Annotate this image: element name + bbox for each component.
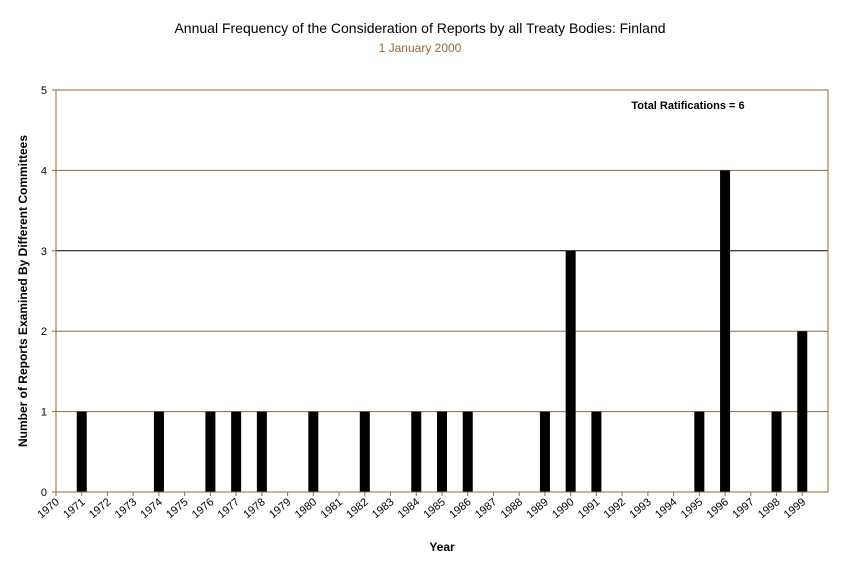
x-tick-label: 1994 [653, 496, 679, 521]
bar-1994 [694, 411, 705, 492]
x-tick-label: 1996 [705, 496, 731, 521]
y-tick-label: 2 [41, 326, 47, 338]
x-tick-label: 1995 [679, 496, 705, 521]
x-tick-label: 1993 [627, 496, 653, 521]
x-tick-label: 1982 [344, 496, 370, 521]
bar-1976 [231, 411, 242, 492]
bar-1983 [411, 411, 422, 492]
x-tick-label: 1973 [113, 496, 139, 521]
x-tick-label: 1984 [396, 496, 422, 521]
bar-1988 [539, 411, 550, 492]
x-tick-label: 1976 [190, 496, 216, 521]
x-tick-label: 1979 [267, 496, 293, 521]
x-tick-label: 1981 [319, 496, 345, 521]
x-tick-label: 1986 [447, 496, 473, 521]
y-axis-title: Number of Reports Examined By Different … [16, 135, 30, 447]
bars [76, 170, 808, 492]
x-tick-label: 1971 [61, 496, 87, 521]
x-tick-label: 1978 [241, 496, 267, 521]
bar-1977 [256, 411, 267, 492]
x-tick-label: 1989 [524, 496, 550, 521]
y-tick-label: 3 [41, 246, 47, 258]
gridlines [56, 169, 828, 413]
x-tick-label: 1972 [87, 496, 113, 521]
bar-1985 [462, 411, 473, 492]
total-ratifications-annotation: Total Ratifications = 6 [631, 100, 744, 112]
x-tick-label: 1977 [216, 496, 242, 521]
y-tick-label: 1 [41, 407, 47, 419]
bar-1998 [797, 331, 808, 492]
y-tick-labels: 0 1 2 3 4 5 [41, 85, 56, 499]
bar-1995 [720, 170, 731, 492]
y-tick-label: 4 [41, 165, 47, 177]
x-tick-label: 1988 [499, 496, 525, 521]
chart-title: Annual Frequency of the Consideration of… [174, 20, 665, 36]
bar-1984 [437, 411, 447, 492]
x-tick-label: 1974 [138, 496, 164, 521]
x-tick-label: 1983 [370, 496, 396, 521]
bar-1981 [359, 411, 370, 492]
x-tick-label: 1998 [756, 496, 782, 521]
x-tick-label: 1990 [550, 496, 576, 521]
y-tick-label: 5 [41, 85, 47, 97]
x-tick-label: 1975 [164, 496, 190, 521]
x-tick-label: 1991 [576, 496, 602, 521]
bar-1973 [153, 411, 164, 492]
bar-1990 [591, 411, 602, 492]
x-tick-label: 1992 [602, 496, 628, 521]
bar-1979 [308, 411, 319, 492]
x-tick-label: 1999 [782, 496, 808, 521]
x-tick-labels: 1970 1971 1972 1973 1974 1975 1976 1977 1978 1979… [35, 492, 808, 521]
bar-1970 [76, 411, 87, 492]
y-tick-label: 0 [41, 487, 47, 499]
x-tick-label: 1985 [421, 496, 447, 521]
bar-1989 [565, 250, 576, 492]
x-tick-label: 1970 [35, 496, 61, 521]
bar-1997 [771, 411, 782, 492]
x-tick-label: 1987 [473, 496, 499, 521]
x-axis-title: Year [429, 540, 455, 554]
x-tick-label: 1980 [293, 496, 319, 521]
chart-subtitle: 1 January 2000 [379, 41, 462, 55]
bar-1975 [205, 411, 216, 492]
x-tick-label: 1997 [730, 496, 756, 521]
